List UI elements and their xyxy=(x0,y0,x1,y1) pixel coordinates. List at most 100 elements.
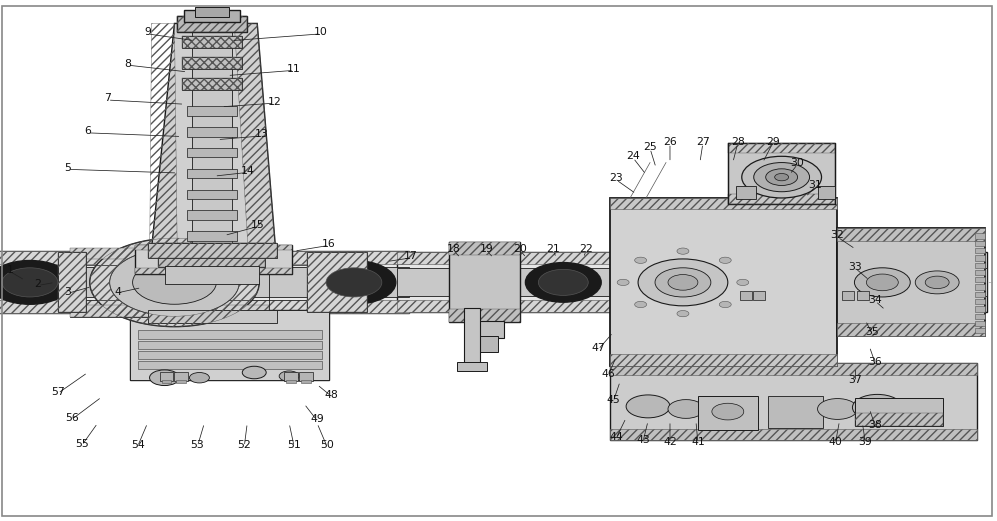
Text: 12: 12 xyxy=(267,96,281,107)
Text: 11: 11 xyxy=(287,64,301,74)
FancyBboxPatch shape xyxy=(698,396,758,430)
FancyBboxPatch shape xyxy=(138,361,322,369)
FancyBboxPatch shape xyxy=(837,228,985,336)
FancyBboxPatch shape xyxy=(610,268,987,296)
FancyBboxPatch shape xyxy=(610,300,949,312)
FancyBboxPatch shape xyxy=(855,398,943,426)
Text: 7: 7 xyxy=(105,93,111,103)
FancyBboxPatch shape xyxy=(301,380,311,383)
Text: 29: 29 xyxy=(766,137,780,147)
Circle shape xyxy=(0,260,72,304)
Circle shape xyxy=(150,370,179,386)
Text: 47: 47 xyxy=(591,343,605,353)
Circle shape xyxy=(326,268,382,297)
FancyBboxPatch shape xyxy=(148,310,277,323)
Text: 57: 57 xyxy=(51,387,65,397)
FancyBboxPatch shape xyxy=(610,354,837,366)
Circle shape xyxy=(655,268,711,297)
Text: 38: 38 xyxy=(868,419,882,430)
FancyBboxPatch shape xyxy=(307,252,367,312)
Text: 14: 14 xyxy=(240,166,254,176)
Text: 53: 53 xyxy=(190,440,204,451)
Text: 50: 50 xyxy=(320,440,334,451)
Text: 44: 44 xyxy=(609,431,623,442)
Circle shape xyxy=(677,248,689,254)
Text: 54: 54 xyxy=(131,440,145,451)
FancyBboxPatch shape xyxy=(449,309,520,322)
Text: 46: 46 xyxy=(601,369,615,379)
Text: 19: 19 xyxy=(480,244,494,254)
Circle shape xyxy=(133,260,216,304)
FancyBboxPatch shape xyxy=(138,330,322,339)
FancyBboxPatch shape xyxy=(187,190,237,199)
FancyBboxPatch shape xyxy=(728,143,835,204)
Circle shape xyxy=(279,371,299,381)
Text: 5: 5 xyxy=(65,163,71,173)
Text: 41: 41 xyxy=(691,437,705,447)
FancyBboxPatch shape xyxy=(975,263,985,268)
Circle shape xyxy=(852,394,902,420)
Circle shape xyxy=(712,403,744,420)
Text: 40: 40 xyxy=(829,437,842,447)
FancyBboxPatch shape xyxy=(768,396,823,428)
FancyBboxPatch shape xyxy=(58,252,86,312)
FancyBboxPatch shape xyxy=(284,372,298,381)
FancyBboxPatch shape xyxy=(135,268,292,274)
FancyBboxPatch shape xyxy=(138,351,322,359)
Text: 13: 13 xyxy=(254,129,268,140)
FancyBboxPatch shape xyxy=(195,7,229,17)
FancyBboxPatch shape xyxy=(192,23,232,268)
Circle shape xyxy=(766,169,798,185)
FancyBboxPatch shape xyxy=(842,291,854,300)
FancyBboxPatch shape xyxy=(130,310,329,380)
Text: 23: 23 xyxy=(609,173,623,183)
FancyBboxPatch shape xyxy=(449,242,520,255)
Text: 24: 24 xyxy=(626,151,640,162)
Text: 9: 9 xyxy=(145,27,151,38)
Text: 21: 21 xyxy=(546,244,560,254)
FancyBboxPatch shape xyxy=(162,380,171,383)
FancyBboxPatch shape xyxy=(160,372,173,381)
Text: 34: 34 xyxy=(868,294,882,305)
Text: 49: 49 xyxy=(310,414,324,425)
Circle shape xyxy=(719,257,731,264)
FancyBboxPatch shape xyxy=(187,210,237,220)
Text: 51: 51 xyxy=(287,440,301,451)
FancyBboxPatch shape xyxy=(397,300,611,312)
Text: 56: 56 xyxy=(65,413,79,423)
Text: 52: 52 xyxy=(237,440,251,451)
FancyBboxPatch shape xyxy=(975,241,985,246)
FancyBboxPatch shape xyxy=(467,321,504,338)
FancyBboxPatch shape xyxy=(158,243,265,267)
FancyBboxPatch shape xyxy=(837,228,985,241)
FancyBboxPatch shape xyxy=(286,380,296,383)
FancyBboxPatch shape xyxy=(610,198,837,209)
FancyBboxPatch shape xyxy=(975,233,985,239)
Circle shape xyxy=(915,271,959,294)
FancyBboxPatch shape xyxy=(610,363,977,440)
Text: 20: 20 xyxy=(513,244,527,254)
Circle shape xyxy=(538,269,588,295)
FancyBboxPatch shape xyxy=(975,284,985,290)
FancyBboxPatch shape xyxy=(610,429,977,440)
FancyBboxPatch shape xyxy=(0,251,409,313)
FancyBboxPatch shape xyxy=(176,380,186,383)
FancyBboxPatch shape xyxy=(837,323,985,336)
FancyBboxPatch shape xyxy=(165,266,259,284)
Text: 33: 33 xyxy=(848,262,862,272)
Circle shape xyxy=(854,268,910,297)
FancyBboxPatch shape xyxy=(138,341,322,349)
Circle shape xyxy=(737,279,749,286)
FancyBboxPatch shape xyxy=(449,242,520,322)
FancyBboxPatch shape xyxy=(0,251,409,264)
Circle shape xyxy=(668,275,698,290)
Text: 55: 55 xyxy=(75,439,89,449)
FancyBboxPatch shape xyxy=(174,372,188,381)
Text: 48: 48 xyxy=(324,390,338,400)
Text: 27: 27 xyxy=(696,137,710,147)
Circle shape xyxy=(90,238,259,327)
FancyBboxPatch shape xyxy=(177,16,247,32)
FancyBboxPatch shape xyxy=(857,291,869,300)
Circle shape xyxy=(866,274,898,291)
Text: 30: 30 xyxy=(791,157,805,168)
